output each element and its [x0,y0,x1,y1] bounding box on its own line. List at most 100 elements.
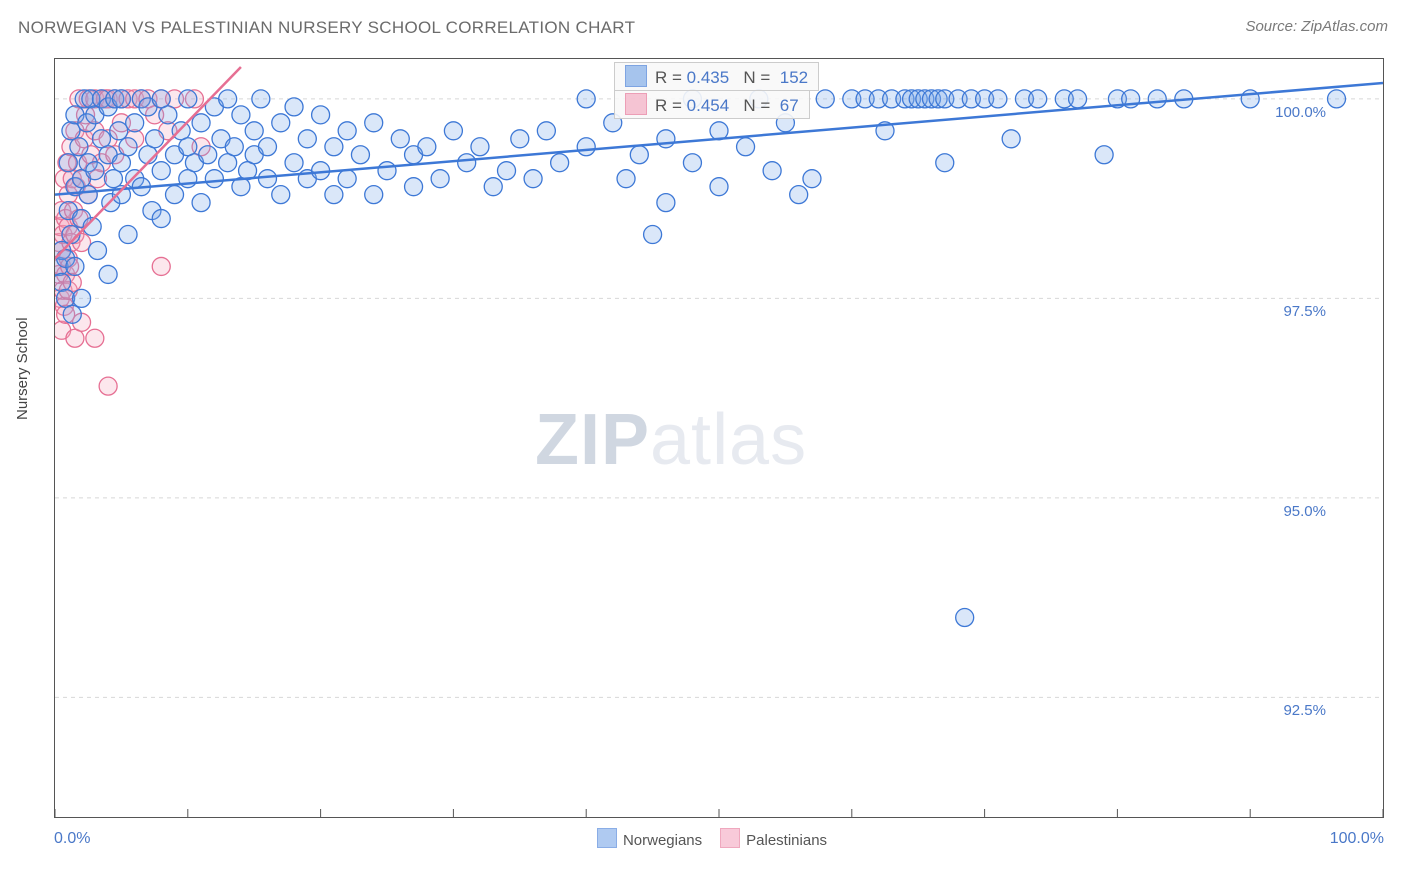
norwegians-point [498,162,516,180]
norwegians-point [59,154,77,172]
norwegians-point [325,138,343,156]
norwegians-point [110,122,128,140]
norwegians-point [205,170,223,188]
norwegians-point [1002,130,1020,148]
norwegians-point [146,130,164,148]
norwegians-point [272,186,290,204]
legend-swatch-palestinians [720,828,740,848]
chart-title: NORWEGIAN VS PALESTINIAN NURSERY SCHOOL … [18,18,635,37]
y-tick-label: 97.5% [1283,303,1326,320]
norwegians-point [232,106,250,124]
norwegians-point [312,106,330,124]
legend-label-norwegians: Norwegians [623,832,702,849]
norwegians-point [258,138,276,156]
norwegians-point [86,162,104,180]
norwegians-point [989,90,1007,108]
norwegians-point [537,122,555,140]
norwegians-point [92,130,110,148]
norwegians-point [325,186,343,204]
norwegians-point [365,186,383,204]
stats-swatch-palestinians [625,93,647,115]
norwegians-point [219,154,237,172]
palestinians-point [66,329,84,347]
palestinians-point [99,377,117,395]
norwegians-point [644,226,662,244]
norwegians-point [378,162,396,180]
norwegians-point [88,241,106,259]
norwegians-point [657,194,675,212]
y-tick-label: 92.5% [1283,702,1326,719]
norwegians-point [444,122,462,140]
norwegians-point [73,289,91,307]
y-axis-label: Nursery School [14,317,31,420]
norwegians-point [763,162,781,180]
legend-swatch-norwegians [597,828,617,848]
norwegians-point [152,210,170,228]
legend: Norwegians Palestinians [0,828,1406,849]
norwegians-point [79,186,97,204]
norwegians-point [484,178,502,196]
source-attribution: Source: ZipAtlas.com [1245,18,1388,35]
legend-label-palestinians: Palestinians [746,832,827,849]
norwegians-point [577,138,595,156]
norwegians-point [119,226,137,244]
norwegians-point [152,90,170,108]
norwegians-point [245,122,263,140]
norwegians-point [551,154,569,172]
norwegians-point [956,609,974,627]
norwegians-point [166,186,184,204]
y-tick-label: 100.0% [1275,104,1326,121]
stats-box-palestinians: R = 0.454 N = 67 [614,90,810,119]
norwegians-point [391,130,409,148]
palestinians-point [86,329,104,347]
norwegians-point [63,305,81,323]
norwegians-point [285,98,303,116]
norwegians-point [219,90,237,108]
norwegians-point [803,170,821,188]
norwegians-point [617,170,635,188]
norwegians-point [172,122,190,140]
norwegians-point [1029,90,1047,108]
norwegians-point [55,273,71,291]
norwegians-point [524,170,542,188]
norwegians-point [152,162,170,180]
palestinians-point [152,257,170,275]
norwegians-point [126,114,144,132]
norwegians-point [577,90,595,108]
stats-swatch-norwegians [625,65,647,87]
norwegians-point [199,146,217,164]
norwegians-point [192,194,210,212]
norwegians-point [62,122,80,140]
norwegians-point [1328,90,1346,108]
stats-text-palestinians: R = 0.454 N = 67 [655,96,799,115]
norwegians-point [431,170,449,188]
norwegians-point [252,90,270,108]
norwegians-point [710,178,728,196]
norwegians-point [66,257,84,275]
norwegians-point [258,170,276,188]
norwegians-point [1148,90,1166,108]
norwegians-point [298,130,316,148]
norwegians-point [192,114,210,132]
norwegians-point [338,170,356,188]
norwegians-point [99,265,117,283]
norwegians-point [338,122,356,140]
norwegians-point [737,138,755,156]
stats-text-norwegians: R = 0.435 N = 152 [655,68,808,87]
norwegians-point [112,154,130,172]
scatter-plot-area: ZIPatlas [54,58,1384,818]
norwegians-point [272,114,290,132]
norwegians-point [630,146,648,164]
norwegians-point [285,154,303,172]
norwegians-point [1095,146,1113,164]
norwegians-point [225,138,243,156]
norwegians-point [159,106,177,124]
norwegians-point [790,186,808,204]
norwegians-point [511,130,529,148]
norwegians-point [405,178,423,196]
norwegians-point [458,154,476,172]
norwegians-point [418,138,436,156]
norwegians-point [104,170,122,188]
norwegians-point [816,90,834,108]
norwegians-point [683,154,701,172]
